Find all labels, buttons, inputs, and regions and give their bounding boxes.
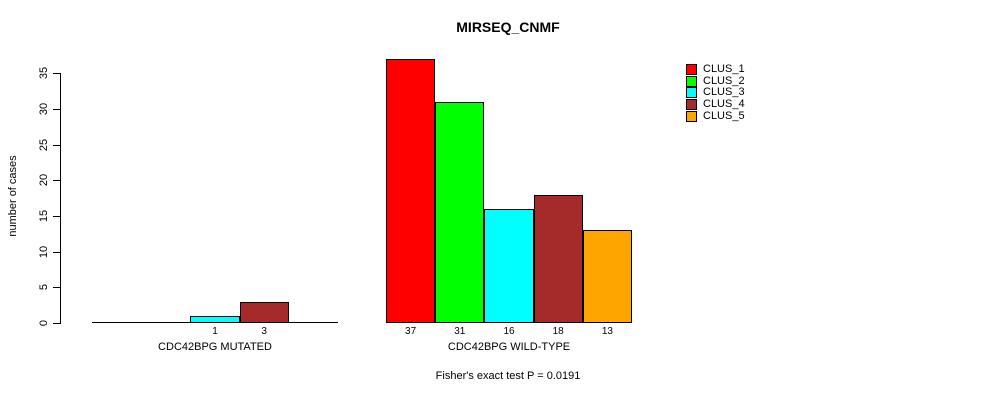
- bar-clus_4: [239, 301, 289, 323]
- bar-value-label: 18: [552, 326, 564, 337]
- y-tick-label: 25: [38, 138, 50, 151]
- y-tick-mark: [53, 73, 60, 75]
- bar-value-label: 37: [405, 326, 417, 337]
- y-tick-mark: [53, 109, 60, 111]
- y-tick-label: 5: [38, 284, 50, 291]
- bar-clus_3: [484, 208, 534, 323]
- y-tick-mark: [53, 216, 60, 218]
- chart-title: MIRSEQ_CNMF: [456, 19, 560, 35]
- legend-label: CLUS_4: [703, 98, 745, 111]
- bar-clus_1: [92, 322, 142, 323]
- y-tick-label: 15: [38, 209, 50, 223]
- legend-item-clus_5: CLUS_5: [686, 110, 745, 122]
- bar-clus_4: [533, 194, 583, 323]
- group-label: CDC42BPG MUTATED: [158, 341, 272, 353]
- legend: CLUS_1 CLUS_2 CLUS_3 CLUS_4 CLUS_5: [686, 64, 745, 122]
- y-tick-label: 0: [38, 319, 50, 327]
- bar-clus_2: [141, 322, 191, 323]
- legend-swatch-icon: [686, 110, 697, 122]
- y-tick-mark: [53, 251, 60, 253]
- y-tick-label: 20: [38, 174, 50, 187]
- y-tick-label: 30: [38, 103, 50, 116]
- bar-clus_3: [190, 315, 240, 323]
- legend-label: CLUS_5: [703, 109, 745, 122]
- y-tick-label: 35: [38, 67, 50, 80]
- legend-item-clus_2: CLUS_2: [686, 74, 745, 88]
- bar-clus_2: [435, 102, 485, 323]
- legend-swatch-icon: [686, 99, 697, 111]
- legend-label: CLUS_1: [703, 63, 745, 76]
- y-axis-line: [60, 73, 61, 324]
- bar-value-label: 13: [601, 326, 613, 337]
- legend-item-clus_3: CLUS_3: [686, 87, 745, 99]
- bar-value-label: 16: [503, 326, 515, 337]
- legend-swatch-icon: [686, 64, 697, 76]
- legend-label: CLUS_2: [703, 74, 745, 87]
- legend-swatch-icon: [686, 87, 697, 99]
- bar-clus_1: [386, 59, 436, 323]
- bar-value-label: 3: [261, 326, 267, 337]
- legend-item-clus_1: CLUS_1: [686, 64, 745, 76]
- bar-clus_5: [582, 230, 632, 323]
- bar-value-label: 1: [212, 326, 218, 337]
- annotation-text: Fisher's exact test P = 0.0191: [435, 370, 581, 382]
- group-label: CDC42BPG WILD-TYPE: [447, 341, 571, 353]
- y-tick-mark: [53, 180, 60, 182]
- y-tick-mark: [53, 287, 60, 289]
- y-axis-title: number of cases: [7, 155, 19, 237]
- legend-label: CLUS_3: [703, 86, 745, 99]
- bar-clus_5: [288, 322, 338, 323]
- y-tick-label: 10: [38, 245, 50, 258]
- y-tick-mark: [53, 144, 60, 146]
- bar-value-label: 31: [454, 326, 466, 337]
- legend-item-clus_4: CLUS_4: [686, 99, 745, 111]
- legend-swatch-icon: [686, 75, 697, 87]
- y-tick-mark: [53, 323, 60, 324]
